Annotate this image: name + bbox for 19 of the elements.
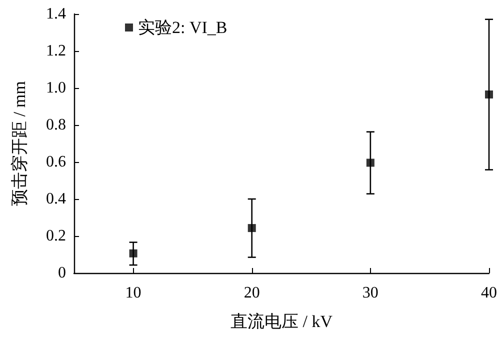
y-tick-label: 0.4	[46, 190, 66, 208]
point	[248, 224, 256, 232]
y-tick-label: 0.2	[46, 228, 66, 244]
y-axis-title: 预击穿开距 / mm	[10, 81, 29, 206]
y-tick-label: 1.2	[46, 42, 66, 60]
x-tick-label: 20	[244, 284, 260, 302]
y-tick-label: 0.8	[46, 116, 66, 134]
x-tick-label: 30	[362, 284, 378, 302]
legend-label: 实验2: VI_B	[138, 18, 228, 37]
point	[129, 249, 138, 258]
point	[485, 90, 493, 98]
x-tick-label: 10	[125, 284, 142, 302]
y-tick-label: 1.4	[46, 6, 66, 22]
y-tick-label: 1.0	[46, 80, 66, 96]
y-tick-label: 0	[58, 264, 66, 282]
x-axis-title: 直流电压 / kV	[230, 312, 334, 331]
point	[366, 158, 374, 167]
y-tick-label: 0.6	[46, 154, 66, 170]
x-tick-label: 40	[481, 284, 497, 302]
